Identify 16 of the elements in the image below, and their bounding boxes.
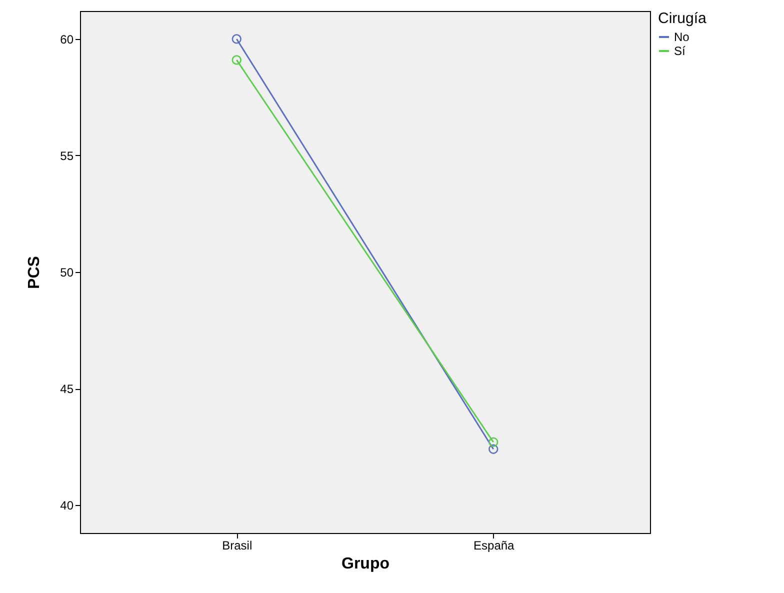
y-tick-label: 45 — [60, 382, 74, 396]
y-tick-label: 50 — [60, 266, 74, 280]
legend-label: Sí — [674, 44, 686, 58]
point — [488, 444, 498, 454]
x-tick-label: Brasil — [222, 538, 252, 552]
x-tick-label: España — [474, 538, 515, 552]
y-tick-label: 55 — [60, 148, 74, 163]
y-axis-title: PCS — [26, 256, 44, 289]
y-tick-label: 60 — [60, 32, 74, 46]
point — [232, 34, 242, 44]
point — [488, 437, 498, 447]
legend-title: Cirugía — [658, 10, 708, 27]
legend-label: No — [674, 30, 690, 44]
point — [232, 55, 242, 65]
y-tick-label: 40 — [60, 498, 74, 513]
x-axis-title: Grupo — [342, 556, 390, 572]
